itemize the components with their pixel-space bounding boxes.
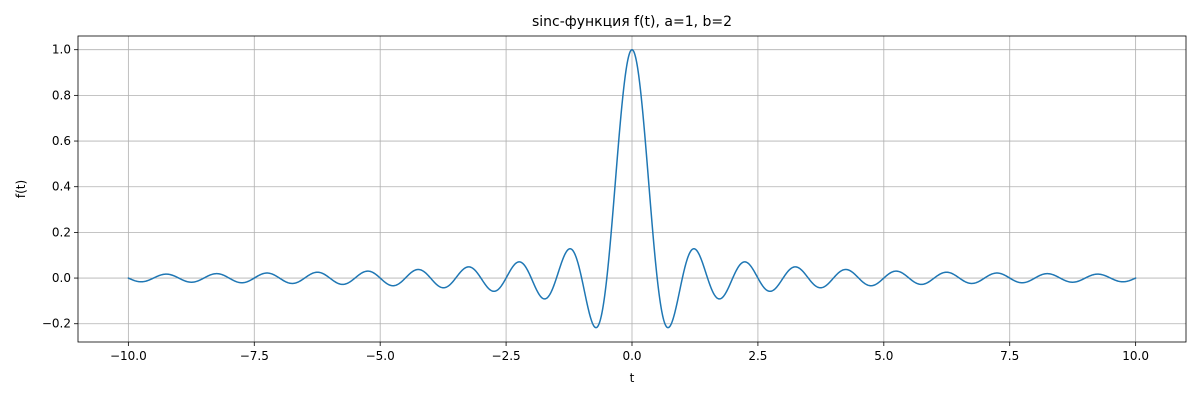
y-tick-label: 1.0 — [52, 43, 71, 57]
grid — [78, 36, 1186, 342]
y-tick-label: 0.0 — [52, 271, 71, 285]
y-tick-label: 0.2 — [52, 225, 71, 239]
x-tick-label: −10.0 — [110, 349, 147, 363]
series-line — [127, 48, 1137, 329]
y-tick-label: 0.8 — [52, 88, 71, 102]
x-tick-label: −2.5 — [492, 349, 521, 363]
y-axis-label: f(t) — [14, 180, 28, 198]
series-layer — [127, 48, 1137, 329]
y-tick-label: 0.6 — [52, 134, 71, 148]
x-tick-label: −5.0 — [366, 349, 395, 363]
x-tick-label: 2.5 — [748, 349, 767, 363]
y-tick-label: −0.2 — [42, 317, 71, 331]
x-tick-label: 5.0 — [874, 349, 893, 363]
ticks: −10.0 −7.5 −5.0 −2.5 0.0 2.5 5.0 7.5 10.0 −0.2 0.0… — [42, 43, 1149, 363]
x-axis-label: t — [630, 371, 635, 385]
x-tick-label: −7.5 — [240, 349, 269, 363]
y-tick-label: 0.4 — [52, 180, 71, 194]
x-tick-label: 10.0 — [1122, 349, 1149, 363]
x-tick-label: 7.5 — [1000, 349, 1019, 363]
chart-title: sinc-функция f(t), a=1, b=2 — [532, 14, 732, 30]
x-tick-label: 0.0 — [622, 349, 641, 363]
